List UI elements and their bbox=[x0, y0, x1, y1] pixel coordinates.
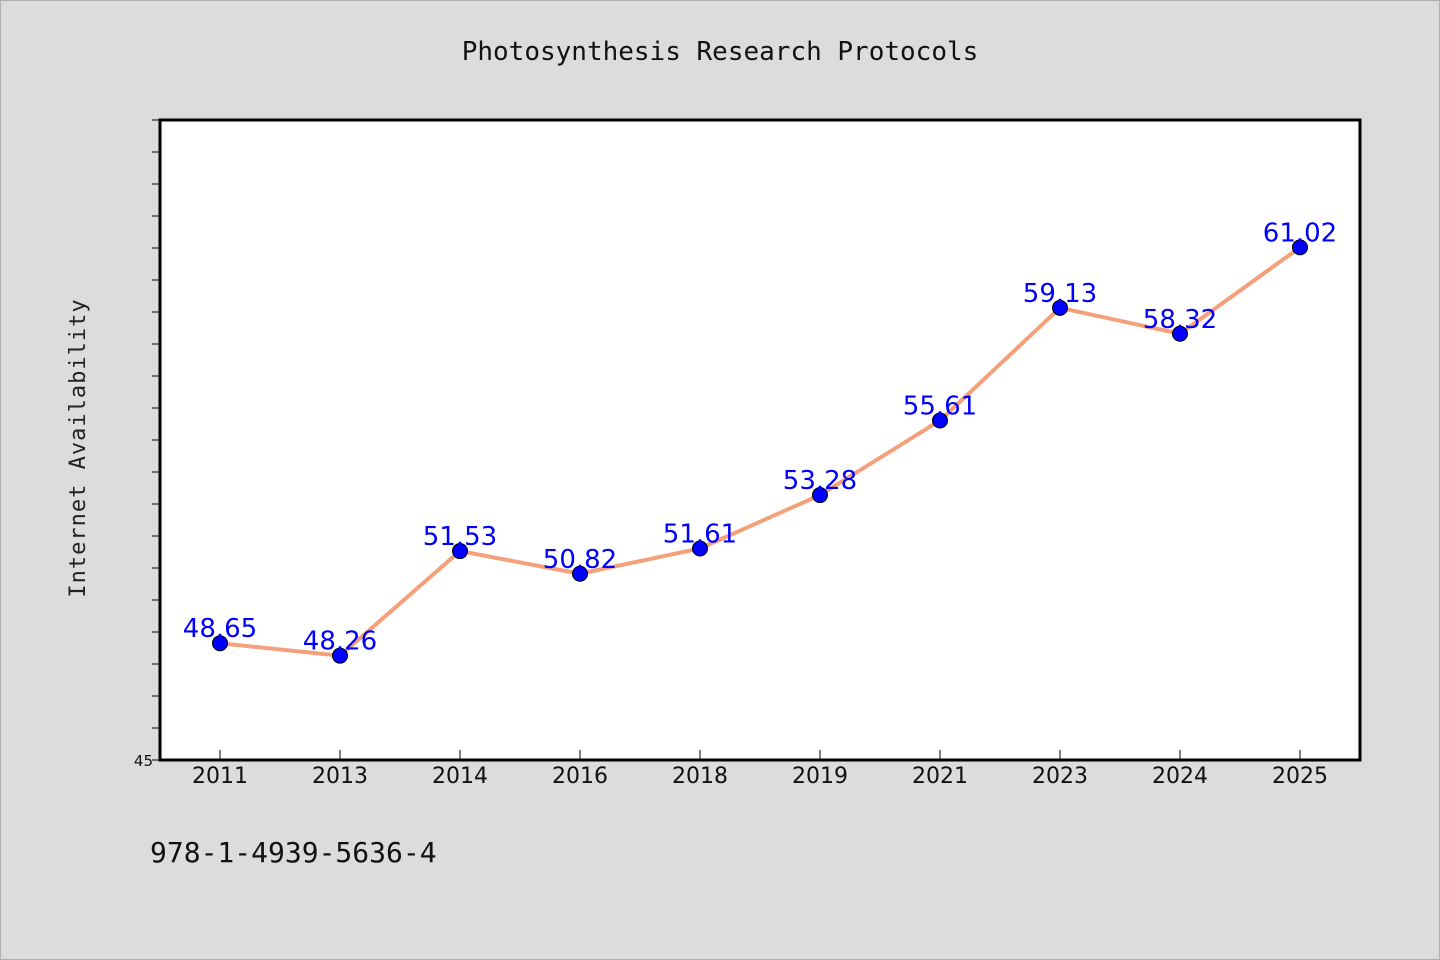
data-point-2024 bbox=[1172, 325, 1188, 342]
data-point-2016 bbox=[572, 565, 588, 582]
chart-title: Photosynthesis Research Protocols bbox=[462, 37, 979, 67]
x-tick-label-2011: 2011 bbox=[192, 764, 248, 789]
x-tick-label-2023: 2023 bbox=[1032, 764, 1088, 789]
isbn-footer: 978-1-4939-5636-4 bbox=[150, 836, 437, 869]
series-layer bbox=[212, 239, 1308, 664]
y-axis-ticks bbox=[152, 119, 160, 761]
x-tick-label-2025: 2025 bbox=[1272, 764, 1328, 789]
x-tick-label-2024: 2024 bbox=[1152, 764, 1208, 789]
data-point-2023 bbox=[1052, 299, 1068, 316]
series-line bbox=[218, 245, 1302, 658]
data-label-2016: 50.82 bbox=[543, 545, 617, 575]
data-point-2021 bbox=[932, 412, 948, 429]
y-tick-label-45: 45 bbox=[134, 752, 153, 770]
x-axis: 2011 2013 2014 2016 2018 2019 2021 2023 2024 2025 bbox=[192, 750, 1328, 789]
x-tick-label-2019: 2019 bbox=[792, 764, 848, 789]
data-label-2014: 51.53 bbox=[423, 522, 497, 552]
data-labels-layer: 48.65 48.26 51.53 50.82 51.61 53.28 55.61 59.13… bbox=[183, 218, 1337, 656]
plot-area bbox=[158, 118, 1362, 762]
x-tick-label-2014: 2014 bbox=[432, 764, 488, 789]
data-point-2014 bbox=[452, 543, 468, 560]
x-tick-label-2018: 2018 bbox=[672, 764, 728, 789]
data-point-2013 bbox=[332, 647, 348, 664]
y-axis-label: Internet Availability bbox=[66, 298, 91, 597]
data-label-2021: 55.61 bbox=[903, 391, 977, 421]
data-point-2018 bbox=[692, 540, 708, 557]
data-label-2011: 48.65 bbox=[183, 614, 257, 644]
data-label-2019: 53.28 bbox=[783, 466, 857, 496]
x-tick-label-2016: 2016 bbox=[552, 764, 608, 789]
data-label-2023: 59.13 bbox=[1023, 279, 1097, 309]
data-label-2013: 48.26 bbox=[303, 627, 377, 657]
data-label-2024: 58.32 bbox=[1143, 305, 1217, 335]
data-point-2019 bbox=[812, 487, 828, 504]
x-tick-label-2021: 2021 bbox=[912, 764, 968, 789]
x-tick-label-2013: 2013 bbox=[312, 764, 368, 789]
data-label-2018: 51.61 bbox=[663, 519, 737, 549]
data-point-2011 bbox=[212, 635, 228, 652]
data-label-2025: 61.02 bbox=[1263, 218, 1337, 248]
data-point-2025 bbox=[1292, 239, 1308, 256]
